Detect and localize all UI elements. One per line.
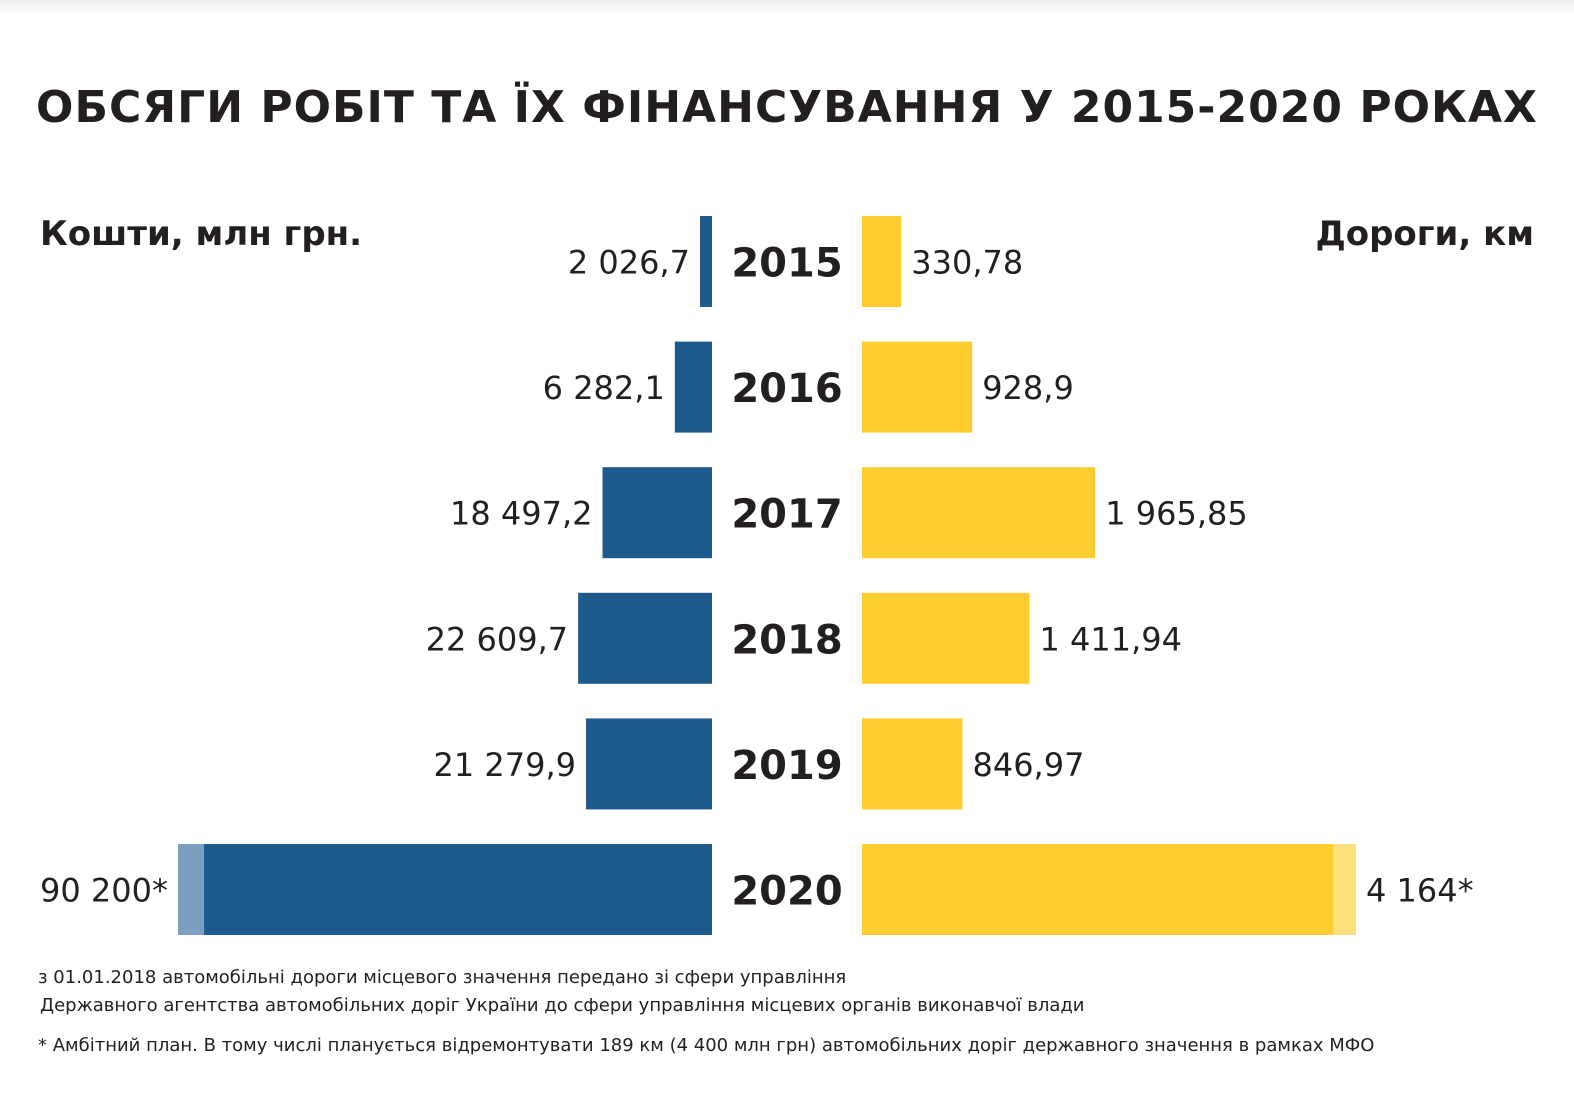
funds-value-label-2020: 90 200* <box>40 872 168 910</box>
funds-value-label-2016: 6 282,1 <box>543 369 665 407</box>
funds-value-label-2015: 2 026,7 <box>568 244 690 282</box>
roads-value-label-2015: 330,78 <box>911 244 1023 282</box>
roads-value-label-2018: 1 411,94 <box>1040 620 1183 658</box>
footnote-transfer-line-2: Державного агентства автомобільних доріг… <box>40 995 1085 1016</box>
roads-bar-2016 <box>862 341 973 433</box>
roads-bar-2017 <box>862 467 1096 559</box>
funds-series-label: Кошти, млн грн. <box>40 214 363 254</box>
funds-value-label-2017: 18 497,2 <box>450 495 593 533</box>
funds-bar-2016 <box>674 341 712 433</box>
footnote-transfer-line-1: з 01.01.2018 автомобільні дороги місцево… <box>38 967 847 988</box>
roads-bar-2018 <box>862 592 1030 684</box>
funds-bar-2017 <box>602 467 712 559</box>
roads-value-label-2017: 1 965,85 <box>1105 495 1248 533</box>
funds-value-label-2019: 21 279,9 <box>434 746 577 784</box>
footnote-ambitious-plan: * Амбітний план. В тому числі планується… <box>38 1035 1375 1056</box>
roads-series-label: Дороги, км <box>1315 214 1534 254</box>
funds-bar-2018 <box>578 592 712 684</box>
year-label-2018: 2018 <box>731 617 842 663</box>
footnotes: з 01.01.2018 автомобільні дороги місцево… <box>38 964 1538 1060</box>
roads-bar-2020 <box>862 844 1334 935</box>
year-label-2016: 2016 <box>731 366 842 412</box>
funds-value-label-2018: 22 609,7 <box>426 620 569 658</box>
funds-bar-2020 <box>204 844 713 935</box>
top-shadow <box>0 0 1574 16</box>
roads-value-label-2016: 928,9 <box>982 369 1074 407</box>
roads-bar-2019 <box>862 718 963 810</box>
funds-bar-2019 <box>586 718 712 810</box>
funds-bar-plan-part-2020 <box>178 844 205 935</box>
year-label-2020: 2020 <box>731 869 842 915</box>
funds-bar-2015 <box>700 216 712 307</box>
year-label-2017: 2017 <box>731 492 842 538</box>
roads-value-label-2019: 846,97 <box>972 746 1084 784</box>
roads-value-label-2020: 4 164* <box>1366 872 1474 910</box>
year-label-2019: 2019 <box>731 743 842 789</box>
year-label-2015: 2015 <box>731 241 842 287</box>
page-title: ОБСЯГИ РОБІТ ТА ЇХ ФІНАНСУВАННЯ У 2015-2… <box>36 82 1538 133</box>
roads-bar-plan-part-2020 <box>1333 844 1356 935</box>
roads-bar-2015 <box>862 216 902 307</box>
